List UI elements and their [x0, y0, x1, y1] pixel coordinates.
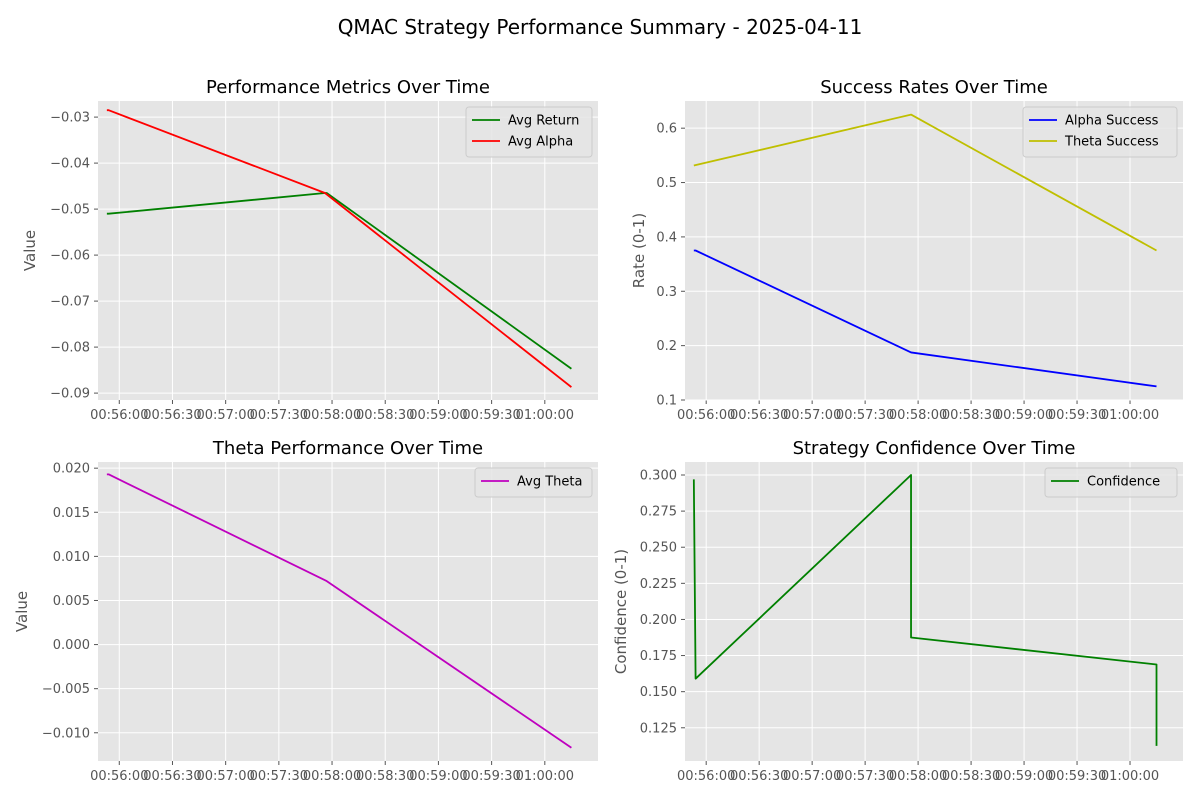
- x-tick-label: 00:58:00: [303, 408, 361, 423]
- y-tick-label: 0.1: [656, 394, 677, 409]
- y-tick-label: 0.3: [656, 285, 677, 300]
- series-line-2: [106, 109, 572, 388]
- y-tick-label: 0.250: [640, 541, 677, 556]
- y-tick-label: −0.05: [50, 203, 90, 218]
- x-tick-label: 00:56:00: [90, 408, 148, 423]
- plot-area: [685, 462, 1183, 761]
- chart-panel-3: Theta Performance Over Time 00:56:0000:56…: [13, 438, 598, 784]
- x-tick-label: 00:56:00: [677, 769, 735, 784]
- chart-title: Strategy Confidence Over Time: [793, 438, 1076, 459]
- legend-label: Confidence: [1087, 475, 1160, 490]
- figure-title: QMAC Strategy Performance Summary - 2025…: [338, 15, 863, 39]
- legend-box: [1044, 467, 1178, 498]
- panels: Performance Metrics Over Time00:56:0000:…: [13, 77, 1183, 784]
- x-tick-label: 01:00:00: [516, 769, 574, 784]
- x-tick-label: 00:59:00: [409, 408, 467, 423]
- y-tick-label: 0.4: [656, 230, 677, 245]
- x-tick-label: 00:58:30: [942, 769, 1000, 784]
- chart-title: Performance Metrics Over Time: [206, 77, 490, 98]
- y-axis-label: Value: [13, 591, 31, 632]
- x-tick-label: 00:57:00: [783, 408, 841, 423]
- y-axis-label: Value: [21, 230, 39, 271]
- y-tick-label: 0.000: [53, 638, 90, 653]
- x-tick-label: 00:59:00: [995, 769, 1053, 784]
- y-tick-label: −0.010: [42, 726, 90, 741]
- y-tick-label: 0.175: [640, 649, 677, 664]
- x-tick-label: 00:57:00: [196, 408, 254, 423]
- x-tick-label: 00:56:00: [677, 408, 735, 423]
- x-tick-label: 00:59:30: [462, 769, 520, 784]
- y-tick-label: −0.08: [50, 341, 90, 356]
- legend-box: [474, 467, 593, 498]
- series-line-1: [693, 249, 1157, 388]
- x-tick-label: 00:56:30: [730, 769, 788, 784]
- x-tick-label: 00:57:30: [836, 408, 894, 423]
- plot-area: [98, 462, 598, 761]
- y-tick-label: 0.200: [640, 613, 677, 628]
- y-tick-label: −0.07: [50, 295, 90, 310]
- y-tick-label: 0.150: [640, 685, 677, 700]
- x-tick-label: 01:00:00: [1101, 769, 1159, 784]
- y-tick-label: 0.300: [640, 469, 677, 484]
- x-tick-label: 00:58:00: [889, 769, 947, 784]
- chart-panel-1: Performance Metrics Over Time00:56:0000:…: [21, 77, 598, 423]
- x-tick-label: 00:58:00: [889, 408, 947, 423]
- chart-panel-4: Strategy Confidence Over Time00:56:0000:…: [612, 438, 1183, 784]
- legend: Alpha Success Theta Success: [1022, 106, 1178, 158]
- legend-label: Avg Return: [508, 114, 579, 129]
- x-tick-label: 00:58:30: [942, 408, 1000, 423]
- series-line-1: [106, 473, 572, 749]
- legend: Avg Theta: [474, 467, 593, 498]
- y-tick-label: 0.005: [53, 594, 90, 609]
- x-tick-label: 00:59:30: [1048, 769, 1106, 784]
- legend-label: Avg Alpha: [508, 135, 573, 150]
- x-tick-label: 00:57:00: [196, 769, 254, 784]
- legend: Avg Return Avg Alpha: [465, 106, 593, 158]
- x-tick-label: 00:57:30: [836, 769, 894, 784]
- x-tick-label: 00:56:00: [90, 769, 148, 784]
- y-tick-label: 0.015: [53, 506, 90, 521]
- legend-box: [1022, 106, 1178, 158]
- x-tick-label: 00:58:00: [303, 769, 361, 784]
- y-tick-label: 0.6: [656, 122, 677, 137]
- y-axis-label: Confidence (0-1): [612, 549, 630, 674]
- y-tick-label: −0.09: [50, 387, 90, 402]
- y-tick-label: −0.005: [42, 682, 90, 697]
- y-tick-label: −0.03: [50, 111, 90, 126]
- y-tick-label: −0.06: [50, 249, 90, 264]
- x-tick-label: 00:57:30: [250, 408, 308, 423]
- y-tick-label: 0.010: [53, 550, 90, 565]
- series-line-1: [692, 474, 1158, 746]
- x-tick-label: 00:58:30: [356, 408, 414, 423]
- y-tick-label: 0.2: [656, 339, 677, 354]
- x-tick-label: 00:58:30: [356, 769, 414, 784]
- series-line-2: [693, 113, 1157, 252]
- legend-label: Theta Success: [1064, 135, 1159, 150]
- x-tick-label: 00:59:30: [462, 408, 520, 423]
- x-tick-label: 00:59:30: [1048, 408, 1106, 423]
- y-tick-label: 0.275: [640, 505, 677, 520]
- legend-label: Avg Theta: [517, 475, 582, 490]
- x-tick-label: 01:00:00: [1101, 408, 1159, 423]
- chart-title: Theta Performance Over Time: [212, 438, 483, 459]
- x-tick-label: 00:59:00: [995, 408, 1053, 423]
- x-tick-label: 01:00:00: [516, 408, 574, 423]
- chart-title: Success Rates Over Time: [820, 77, 1048, 98]
- y-tick-label: 0.125: [640, 721, 677, 736]
- x-tick-label: 00:57:30: [250, 769, 308, 784]
- x-tick-label: 00:56:30: [143, 769, 201, 784]
- y-tick-label: 0.5: [656, 176, 677, 191]
- x-tick-label: 00:56:30: [730, 408, 788, 423]
- y-tick-label: 0.225: [640, 577, 677, 592]
- x-tick-label: 00:57:00: [783, 769, 841, 784]
- legend-label: Alpha Success: [1065, 114, 1159, 129]
- y-tick-label: 0.020: [53, 462, 90, 477]
- x-tick-label: 00:56:30: [143, 408, 201, 423]
- chart-panel-2: Success Rates Over Time00:56:0000:56:300…: [630, 77, 1183, 423]
- y-axis-label: Rate (0-1): [630, 213, 648, 288]
- x-tick-label: 00:59:00: [409, 769, 467, 784]
- y-tick-label: −0.04: [50, 157, 90, 172]
- legend: Confidence: [1044, 467, 1178, 498]
